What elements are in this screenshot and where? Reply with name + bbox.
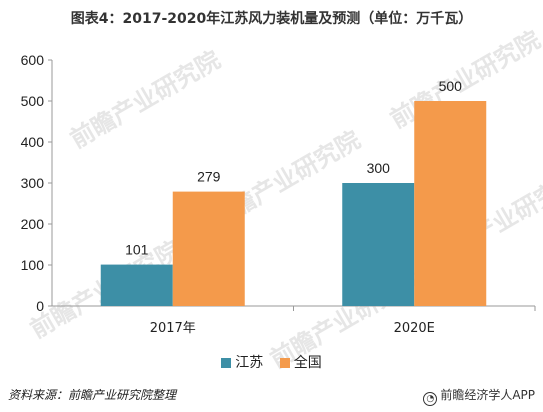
- app-logo-icon: ◔: [423, 392, 438, 406]
- bar: [172, 191, 245, 306]
- app-label: 前瞻经济学人APP: [440, 388, 535, 402]
- bar: [414, 101, 487, 306]
- y-tick-label: 0: [36, 298, 44, 314]
- legend: 江苏 全国: [0, 352, 543, 372]
- legend-item-national: 全国: [279, 352, 322, 372]
- data-label: 101: [125, 242, 149, 258]
- chart-title: 图表4：2017-2020年江苏风力装机量及预测（单位：万千瓦）: [70, 11, 473, 27]
- data-label: 279: [197, 169, 221, 185]
- app-attribution: ◔ 前瞻经济学人APP: [423, 386, 535, 406]
- x-tick-label: 2020E: [394, 321, 435, 336]
- bar-chart: 0 100 200 300 400 500 600 101 279 2017年 300 500 2020…: [21, 52, 536, 336]
- data-label: 500: [439, 78, 463, 94]
- bar: [342, 183, 415, 306]
- footer: 资料来源：前瞻产业研究院整理 ◔ 前瞻经济学人APP: [0, 384, 543, 412]
- legend-label-jiangsu: 江苏: [235, 355, 264, 371]
- legend-label-national: 全国: [293, 355, 322, 371]
- legend-swatch-national: [279, 358, 290, 368]
- y-tick-label: 600: [21, 52, 45, 68]
- y-tick-label: 100: [21, 257, 45, 273]
- y-tick-label: 300: [21, 175, 45, 191]
- y-tick-label: 400: [21, 134, 45, 150]
- x-tick-label: 2017年: [150, 321, 196, 336]
- source-note: 资料来源：前瞻产业研究院整理: [8, 388, 177, 402]
- data-label: 300: [367, 160, 391, 176]
- y-tick-label: 500: [21, 93, 45, 109]
- legend-item-jiangsu: 江苏: [221, 352, 263, 372]
- legend-swatch-jiangsu: [221, 358, 232, 368]
- y-tick-label: 200: [21, 216, 45, 232]
- bar: [100, 264, 173, 306]
